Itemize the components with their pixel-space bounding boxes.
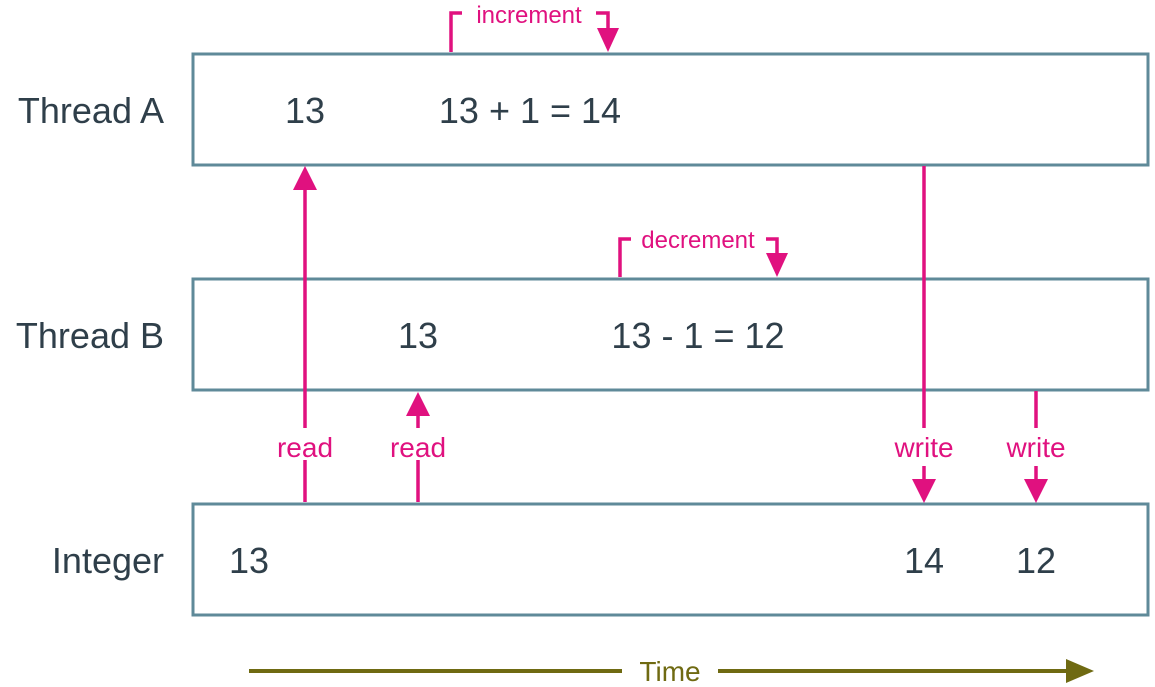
- thread-b-lane: [191, 277, 1150, 392]
- integer-value-after-a-write: 14: [904, 540, 944, 581]
- thread-a-operation: 13 + 1 = 14: [439, 90, 621, 131]
- thread-b-write-arrowhead: [1024, 479, 1048, 503]
- row-label-thread-b: Thread B: [16, 315, 164, 356]
- decrement-label: decrement: [641, 227, 755, 254]
- thread-b-write-arrow: write: [1005, 391, 1066, 503]
- thread-a-read-arrow: read: [277, 166, 333, 502]
- thread-a-write-arrowhead: [912, 479, 936, 503]
- row-label-integer: Integer: [52, 540, 164, 581]
- thread-b-read-value: 13: [398, 315, 438, 356]
- thread-b-write-label: write: [1005, 432, 1065, 463]
- thread-a-write-label: write: [893, 432, 953, 463]
- thread-a-read-arrowhead: [293, 166, 317, 190]
- increment-bracket-start: [449, 11, 462, 52]
- integer-initial-value: 13: [229, 540, 269, 581]
- increment-arrowhead: [597, 28, 619, 52]
- thread-a-write-arrow: write: [893, 166, 954, 503]
- increment-bracket: increment: [449, 2, 619, 52]
- thread-b-operation: 13 - 1 = 12: [611, 315, 784, 356]
- time-axis-arrowhead: [1066, 659, 1094, 683]
- decrement-arrowhead: [766, 253, 788, 277]
- decrement-bracket-start: [618, 237, 631, 277]
- thread-a-lane: [191, 52, 1150, 167]
- time-axis-label: Time: [639, 656, 700, 687]
- thread-b-read-label: read: [390, 432, 446, 463]
- increment-label: increment: [476, 2, 582, 29]
- thread-a-read-value: 13: [285, 90, 325, 131]
- thread-b-read-arrowhead: [406, 392, 430, 416]
- decrement-bracket: decrement: [618, 227, 788, 277]
- row-label-thread-a: Thread A: [18, 90, 164, 131]
- decrement-bracket-end: [766, 237, 779, 255]
- thread-b-read-arrow: read: [390, 392, 446, 502]
- integer-value-after-b-write: 12: [1016, 540, 1056, 581]
- increment-bracket-end: [596, 11, 610, 30]
- time-axis: Time: [249, 656, 1094, 687]
- integer-lane: [191, 502, 1150, 617]
- thread-a-read-label: read: [277, 432, 333, 463]
